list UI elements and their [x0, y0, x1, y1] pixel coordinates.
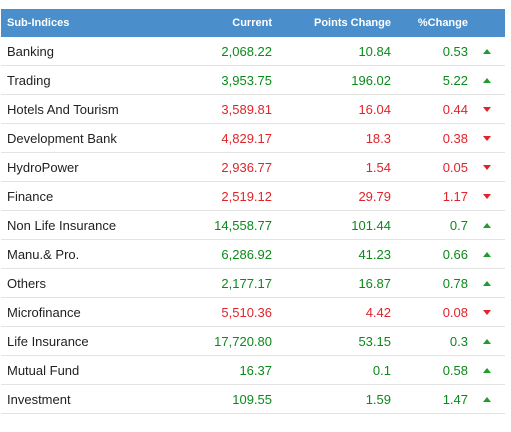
points-change-value: 18.3: [365, 130, 391, 146]
trend-cell: [468, 309, 505, 315]
trend-cell: [468, 164, 505, 170]
sub-indices-table: Sub-Indices Current Points Change %Chang…: [1, 9, 505, 414]
header-sub-indices: Sub-Indices: [7, 17, 70, 29]
pct-change-value: 0.58: [442, 362, 468, 378]
arrow-up-icon: [482, 222, 491, 228]
points-change-value: 1.59: [365, 391, 391, 407]
header-current: Current: [232, 17, 272, 29]
arrow-up-icon: [482, 280, 491, 286]
points-change-value: 4.42: [365, 304, 391, 320]
trend-cell: [468, 280, 505, 286]
table-row[interactable]: Microfinance 5,510.36 4.42 0.08: [1, 298, 505, 327]
pct-change-value: 0.38: [442, 130, 468, 146]
pct-change-value: 0.78: [442, 275, 468, 291]
current-value: 16.37: [239, 362, 272, 378]
current-value: 2,936.77: [221, 159, 272, 175]
table-row[interactable]: Finance 2,519.12 29.79 1.17: [1, 182, 505, 211]
trend-cell: [468, 77, 505, 83]
header-pct-change: %Change: [417, 17, 468, 29]
pct-change-value: 0.66: [442, 246, 468, 262]
trend-cell: [468, 338, 505, 344]
pct-change-value: 0.3: [449, 333, 468, 349]
trend-cell: [468, 222, 505, 228]
trend-cell: [468, 251, 505, 257]
table-row[interactable]: Hotels And Tourism 3,589.81 16.04 0.44: [1, 95, 505, 124]
current-value: 3,589.81: [221, 101, 272, 117]
table-row[interactable]: Mutual Fund 16.37 0.1 0.58: [1, 356, 505, 385]
table-row[interactable]: Non Life Insurance 14,558.77 101.44 0.7: [1, 211, 505, 240]
table-row[interactable]: HydroPower 2,936.77 1.54 0.05: [1, 153, 505, 182]
points-change-value: 1.54: [365, 159, 391, 175]
arrow-up-icon: [482, 338, 491, 344]
sub-index-name: Microfinance: [7, 304, 81, 320]
sub-index-name: Manu.& Pro.: [7, 246, 80, 262]
arrow-up-icon: [482, 48, 491, 54]
points-change-value: 10.84: [358, 43, 391, 59]
pct-change-value: 1.47: [442, 391, 468, 407]
current-value: 109.55: [232, 391, 272, 407]
table-row[interactable]: Development Bank 4,829.17 18.3 0.38: [1, 124, 505, 153]
current-value: 17,720.80: [214, 333, 272, 349]
table-row[interactable]: Investment 109.55 1.59 1.47: [1, 385, 505, 414]
current-value: 2,519.12: [221, 188, 272, 204]
pct-change-value: 5.22: [442, 72, 468, 88]
current-value: 5,510.36: [221, 304, 272, 320]
current-value: 3,953.75: [221, 72, 272, 88]
points-change-value: 41.23: [358, 246, 391, 262]
current-value: 4,829.17: [221, 130, 272, 146]
sub-index-name: Finance: [7, 188, 54, 204]
header-points-change: Points Change: [313, 17, 391, 29]
pct-change-value: 1.17: [442, 188, 468, 204]
table-row[interactable]: Manu.& Pro. 6,286.92 41.23 0.66: [1, 240, 505, 269]
sub-index-name: Banking: [7, 43, 54, 59]
sub-index-name: Others: [7, 275, 47, 291]
trend-cell: [468, 106, 505, 112]
arrow-down-icon: [482, 106, 491, 112]
table-header: Sub-Indices Current Points Change %Chang…: [1, 9, 505, 37]
table-body: Banking 2,068.22 10.84 0.53 Trading 3,953.75 1…: [1, 37, 505, 414]
current-value: 14,558.77: [214, 217, 272, 233]
table-row[interactable]: Banking 2,068.22 10.84 0.53: [1, 37, 505, 66]
points-change-value: 53.15: [358, 333, 391, 349]
sub-index-name: Trading: [7, 72, 51, 88]
pct-change-value: 0.44: [442, 101, 468, 117]
pct-change-value: 0.53: [442, 43, 468, 59]
table-row[interactable]: Life Insurance 17,720.80 53.15 0.3: [1, 327, 505, 356]
arrow-down-icon: [482, 135, 491, 141]
points-change-value: 16.04: [358, 101, 391, 117]
trend-cell: [468, 193, 505, 199]
table-row[interactable]: Trading 3,953.75 196.02 5.22: [1, 66, 505, 95]
points-change-value: 29.79: [358, 188, 391, 204]
sub-index-name: Hotels And Tourism: [7, 101, 119, 117]
sub-index-name: Life Insurance: [7, 333, 89, 349]
trend-cell: [468, 367, 505, 373]
current-value: 2,068.22: [221, 43, 272, 59]
points-change-value: 101.44: [351, 217, 391, 233]
trend-cell: [468, 48, 505, 54]
points-change-value: 16.87: [358, 275, 391, 291]
sub-index-name: Mutual Fund: [7, 362, 80, 378]
trend-cell: [468, 135, 505, 141]
trend-cell: [468, 396, 505, 402]
arrow-down-icon: [482, 309, 491, 315]
sub-index-name: Development Bank: [7, 130, 117, 146]
sub-index-name: HydroPower: [7, 159, 79, 175]
table-row[interactable]: Others 2,177.17 16.87 0.78: [1, 269, 505, 298]
arrow-down-icon: [482, 164, 491, 170]
arrow-down-icon: [482, 193, 491, 199]
arrow-up-icon: [482, 396, 491, 402]
points-change-value: 0.1: [372, 362, 391, 378]
arrow-up-icon: [482, 367, 491, 373]
current-value: 6,286.92: [221, 246, 272, 262]
arrow-up-icon: [482, 251, 491, 257]
pct-change-value: 0.05: [442, 159, 468, 175]
arrow-up-icon: [482, 77, 491, 83]
sub-index-name: Investment: [7, 391, 71, 407]
points-change-value: 196.02: [351, 72, 391, 88]
pct-change-value: 0.08: [442, 304, 468, 320]
current-value: 2,177.17: [221, 275, 272, 291]
pct-change-value: 0.7: [449, 217, 468, 233]
sub-index-name: Non Life Insurance: [7, 217, 117, 233]
